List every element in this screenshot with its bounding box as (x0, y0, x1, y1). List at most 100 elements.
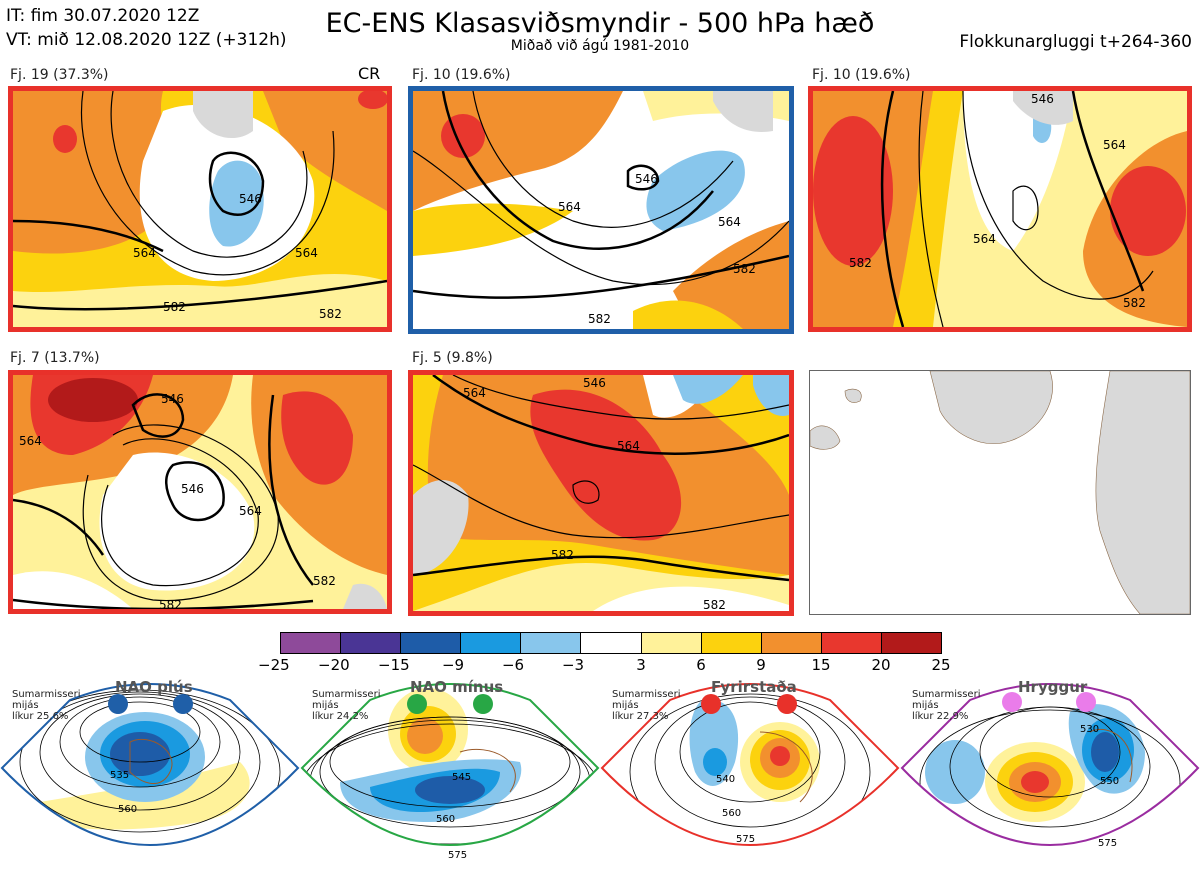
colorbar-swatch (581, 633, 642, 653)
regime-note-line: Sumarmisseri (912, 689, 981, 700)
colorbar-swatch (341, 633, 402, 653)
regime-blocking: 540 560 575 Fyrirstaða Sumarmisseri mijá… (600, 672, 900, 872)
regime-note-line: líkur 24,2% (312, 711, 369, 722)
contour-label: 582 (703, 598, 726, 611)
contour-label: 575 (736, 834, 755, 845)
contour-label: 560 (436, 814, 455, 825)
contour-label: 546 (161, 392, 184, 406)
contour-label: 540 (716, 774, 735, 785)
contour-label: 564 (617, 439, 640, 453)
cluster-caption: Fj. 7 (13.7%) (10, 350, 100, 366)
cluster-panel-4: 546 546 564 564 582 582 (8, 370, 392, 614)
contour-label: 535 (110, 770, 129, 781)
colorbar-swatch (461, 633, 522, 653)
regime-title: Hryggur (1018, 678, 1088, 696)
colorbar-tick: −25 (258, 656, 290, 674)
contour-label: 564 (19, 434, 42, 448)
regime-note-line: mijás (612, 700, 639, 711)
contour-label: 546 (1031, 92, 1054, 106)
contour-label: 564 (718, 215, 741, 229)
colorbar-tick: −6 (501, 656, 525, 674)
contour-label: 550 (1100, 776, 1119, 787)
contour-label: 560 (722, 808, 741, 819)
contour-label: 582 (849, 256, 872, 270)
contour-label: 564 (558, 200, 581, 214)
contour-label: 564 (463, 386, 486, 400)
regime-note: Sumarmisseri mijás líkur 24,2% (312, 689, 380, 722)
regime-note-line: líkur 27,3% (612, 711, 669, 722)
colorbar-swatch (701, 633, 762, 653)
regime-note: Sumarmisseri mijás líkur 27,3% (612, 689, 680, 722)
colorbar-swatch (821, 633, 882, 653)
contour-label: 546 (181, 482, 204, 496)
contour-label: 582 (163, 300, 186, 314)
colorbar-tick: 3 (636, 656, 646, 674)
valid-time: VT: mið 12.08.2020 12Z (+312h) (6, 30, 287, 50)
init-time: IT: fim 30.07.2020 12Z (6, 6, 200, 26)
regime-note-line: Sumarmisseri (12, 689, 81, 700)
regime-note-line: líkur 25,6% (12, 711, 69, 722)
colorbar-swatch (401, 633, 462, 653)
contour-label: 582 (551, 548, 574, 562)
colorbar-tick: −9 (441, 656, 465, 674)
cluster-panel-1: 546 564 564 582 582 (8, 86, 392, 332)
colorbar (280, 632, 942, 654)
colorbar-tick: 20 (871, 656, 891, 674)
contour-label: 564 (973, 232, 996, 246)
cluster-window: Flokkunargluggi t+264-360 (959, 32, 1192, 52)
contour-label: 582 (1123, 296, 1146, 310)
colorbar-tick: 9 (756, 656, 766, 674)
cluster-panel-5: 546 564 564 582 582 (408, 370, 794, 616)
colorbar-swatch (881, 633, 942, 653)
regime-title: NAO mínus (410, 678, 504, 696)
regime-note-line: mijás (912, 700, 939, 711)
colorbar-swatch (281, 633, 342, 653)
colorbar-tick: −20 (318, 656, 350, 674)
colorbar-swatch (761, 633, 822, 653)
chart-subtitle: Miðað við ágú 1981-2010 (510, 38, 690, 54)
contour-label: 582 (733, 262, 756, 276)
regime-title: NAO plús (115, 678, 193, 696)
colorbar-tick: −3 (561, 656, 585, 674)
cluster-tag: CR (358, 64, 381, 83)
contour-label: 530 (1080, 724, 1099, 735)
contour-label: 575 (1098, 838, 1117, 849)
contour-label: 560 (118, 804, 137, 815)
regime-nao-plus: 535 560 NAO plús Sumarmisseri mijás líku… (0, 672, 300, 872)
chart-title: EC-ENS Klasasviðsmyndir - 500 hPa hæð (325, 8, 875, 39)
contour-label: 582 (319, 307, 342, 321)
contour-label: 582 (588, 312, 611, 326)
colorbar-swatch (521, 633, 582, 653)
blank-map-panel (809, 370, 1191, 615)
cluster-caption: Fj. 19 (37.3%) (10, 67, 109, 83)
colorbar-tick: 15 (811, 656, 831, 674)
colorbar-tick: −15 (378, 656, 410, 674)
contour-label: 545 (452, 772, 471, 783)
contour-label: 582 (159, 598, 182, 609)
contour-label: 546 (239, 192, 262, 206)
regime-note: Sumarmisseri mijás líkur 25,6% (12, 689, 80, 722)
contour-label: 546 (583, 376, 606, 390)
regime-note-line: mijás (312, 700, 339, 711)
regime-note-line: líkur 22,9% (912, 711, 969, 722)
cluster-caption: Fj. 10 (19.6%) (412, 67, 511, 83)
contour-label: 564 (1103, 138, 1126, 152)
contour-label: 564 (295, 246, 318, 260)
contour-label: 546 (635, 172, 658, 186)
colorbar-swatch (641, 633, 702, 653)
regime-note: Sumarmisseri mijás líkur 22,9% (912, 689, 980, 722)
contour-label: 582 (313, 574, 336, 588)
colorbar-tick: 6 (696, 656, 706, 674)
cluster-caption: Fj. 5 (9.8%) (412, 350, 493, 366)
colorbar-tick: 25 (931, 656, 951, 674)
cluster-panel-3: 546 564 564 582 582 (808, 86, 1192, 332)
contour-label: 575 (448, 850, 467, 861)
contour-label: 564 (133, 246, 156, 260)
cluster-panel-2: 546 564 564 582 582 (408, 86, 794, 334)
cluster-caption: Fj. 10 (19.6%) (812, 67, 911, 83)
regime-note-line: Sumarmisseri (312, 689, 381, 700)
regime-note-line: mijás (12, 700, 39, 711)
regime-title: Fyrirstaða (711, 678, 797, 696)
regime-ridge: 530 550 575 Hryggur Sumarmisseri mijás l… (900, 672, 1200, 872)
contour-label: 564 (239, 504, 262, 518)
